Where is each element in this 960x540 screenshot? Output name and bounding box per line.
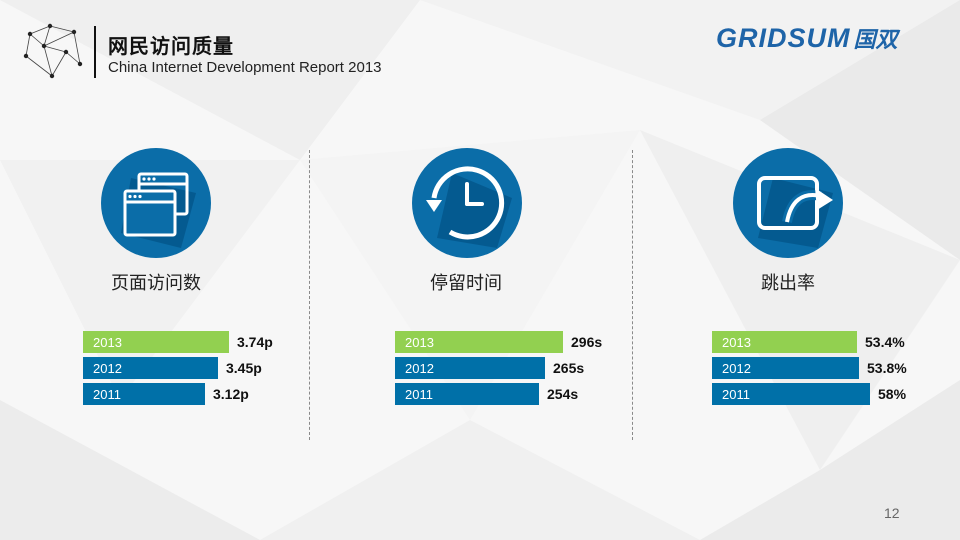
brand-logo-cn: 国双: [853, 27, 898, 52]
bar-2011: [712, 383, 870, 405]
bar-2011: [83, 383, 205, 405]
bar-2013: [395, 331, 563, 353]
bar-2012: [395, 357, 545, 379]
bar-2012: [83, 357, 218, 379]
bar-category-label: 2012: [93, 361, 122, 376]
bar-category-label: 2013: [93, 335, 122, 350]
chart-dwell-time: 2013 296s 2012 265s 2011 254s: [395, 331, 602, 405]
brand-logo-text: GRIDSUM: [716, 22, 851, 53]
page-subtitle: China Internet Development Report 2013: [108, 59, 382, 76]
bar-value-label: 254s: [547, 386, 578, 402]
bar-value-label: 3.45p: [226, 360, 262, 376]
bar-category-label: 2011: [405, 387, 433, 402]
bar-category-label: 2011: [93, 387, 121, 402]
column-divider: [632, 150, 633, 440]
bar-2012: [712, 357, 859, 379]
bar-value-label: 296s: [571, 334, 602, 350]
bar-value-label: 53.4%: [865, 334, 905, 350]
bar-2011: [395, 383, 539, 405]
brand-logo: GRIDSUM 国双: [716, 23, 898, 53]
bar-value-label: 3.12p: [213, 386, 249, 402]
bar-value-label: 265s: [553, 360, 584, 376]
bar-2013: [712, 331, 857, 353]
bar-category-label: 2013: [405, 335, 434, 350]
network-logo-icon: [23, 23, 83, 79]
chart-bounce-rate: 2013 53.4% 2012 53.8% 2011 58%: [712, 331, 907, 405]
bar-category-label: 2012: [405, 361, 434, 376]
bar-category-label: 2013: [722, 335, 751, 350]
bar-value-label: 3.74p: [237, 334, 273, 350]
chart-page-views: 2013 3.74p 2012 3.45p 2011 3.12p: [83, 331, 273, 405]
column-divider: [309, 150, 310, 440]
page-title: 网民访问质量: [108, 36, 234, 58]
bar-category-label: 2011: [722, 387, 750, 402]
bounce-arrow-icon: [733, 148, 843, 258]
metric-label-dwell-time: 停留时间: [430, 273, 502, 294]
bar-value-label: 53.8%: [867, 360, 907, 376]
bar-2013: [83, 331, 229, 353]
title-divider: [94, 26, 96, 78]
browser-windows-icon: [101, 148, 211, 258]
metric-label-page-views: 页面访问数: [111, 273, 201, 294]
page-number: 12: [884, 505, 900, 521]
bar-category-label: 2012: [722, 361, 751, 376]
bar-value-label: 58%: [878, 386, 907, 402]
metric-label-bounce-rate: 跳出率: [761, 273, 815, 294]
clock-history-icon: [412, 148, 522, 258]
